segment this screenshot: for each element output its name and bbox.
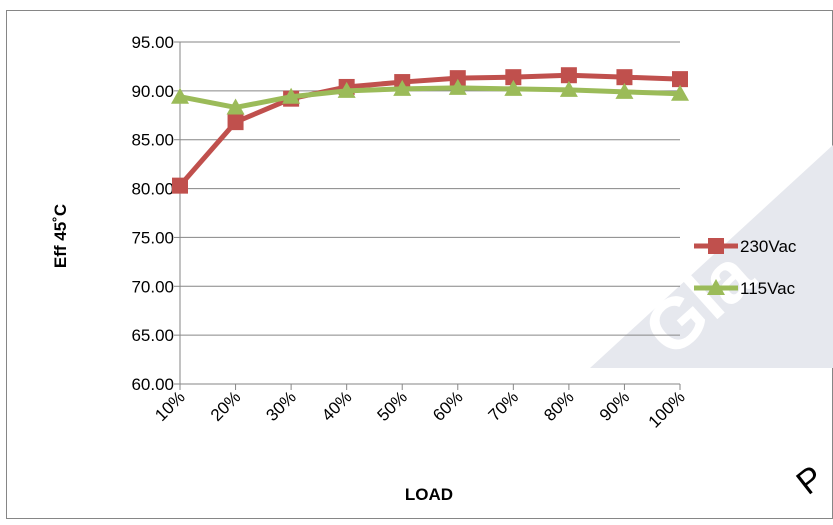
y-axis-title: Eff 45˚C (51, 204, 70, 268)
legend: 230Vac 115Vac (694, 237, 797, 298)
data-point (505, 69, 522, 86)
data-point (672, 71, 688, 88)
data-point (504, 79, 523, 96)
legend-label: 230Vac (740, 237, 797, 256)
series (171, 67, 689, 194)
legend-marker (708, 238, 724, 254)
y-tick-labels: 60.00 65.00 70.00 75.00 80.00 85.00 90.00 95.00 (131, 33, 174, 394)
y-tick-label: 65.00 (131, 326, 174, 345)
y-tick-label: 60.00 (131, 375, 174, 394)
legend-entry: 230Vac (694, 237, 797, 256)
data-point (282, 87, 301, 104)
data-point (448, 78, 467, 95)
data-point (171, 87, 189, 104)
y-tick-label: 90.00 (131, 82, 174, 101)
data-point (560, 67, 577, 84)
y-tick-label: 75.00 (131, 228, 174, 247)
data-point (616, 69, 633, 86)
data-point (449, 70, 466, 87)
data-point (559, 80, 578, 97)
data-point (226, 98, 245, 115)
data-point (337, 81, 356, 98)
data-point (227, 114, 244, 131)
y-tick-label: 80.00 (131, 180, 174, 199)
y-tick-label: 95.00 (131, 33, 174, 52)
legend-entry: 115Vac (694, 279, 796, 298)
legend-label: 115Vac (740, 279, 796, 298)
y-tick-label: 70.00 (131, 277, 174, 296)
y-tick-label: 85.00 (131, 131, 174, 150)
data-point (671, 84, 689, 101)
data-point (615, 82, 634, 99)
data-point (393, 79, 412, 96)
x-axis-title: LOAD (405, 485, 453, 504)
legend-marker (707, 279, 725, 295)
watermark: Gla P (590, 145, 833, 502)
data-point (172, 177, 188, 194)
series-line (178, 72, 681, 188)
series-line (179, 85, 681, 110)
series-115Vac (171, 78, 689, 115)
watermark-shape (590, 145, 833, 368)
chart-border (6, 10, 833, 519)
